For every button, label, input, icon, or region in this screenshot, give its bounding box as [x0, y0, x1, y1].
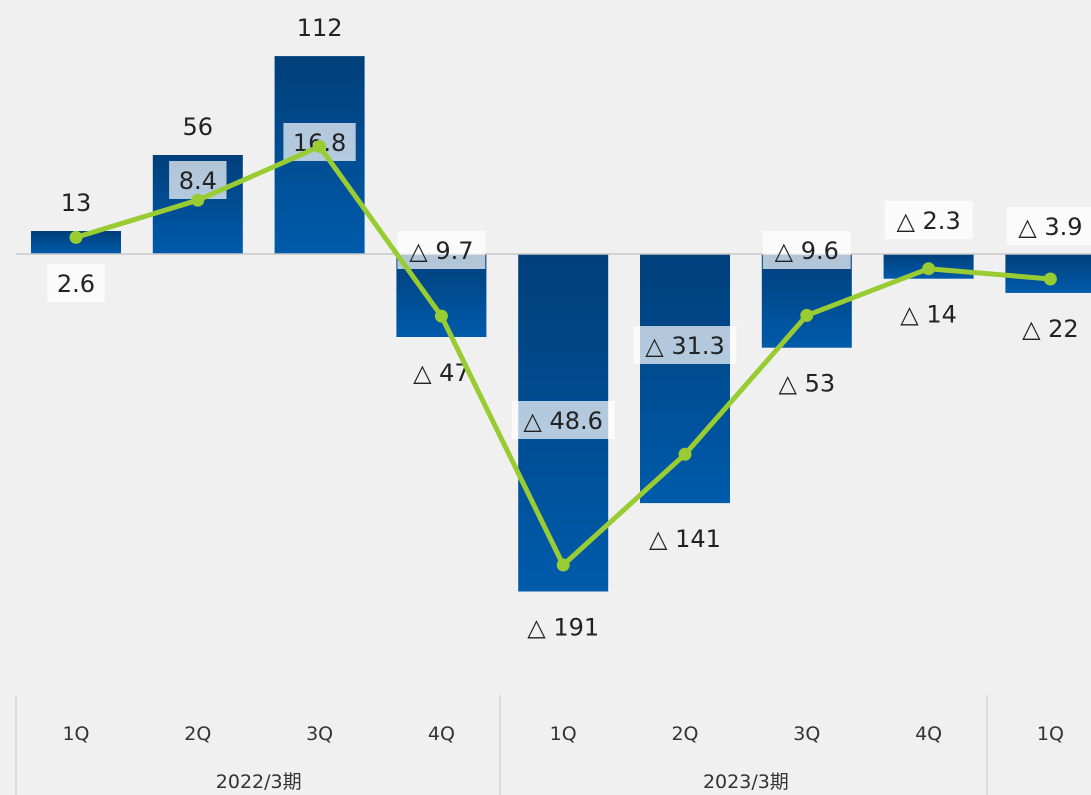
x-tick-label: 2Q [671, 723, 698, 745]
line-value-label: 2.6 [47, 264, 105, 302]
x-tick-label: 2Q [184, 723, 211, 745]
x-group-label: 2023/3期 [703, 771, 789, 793]
line-point [434, 309, 448, 323]
line-value-label-text: 8.4 [179, 167, 217, 195]
line-value-label-box [762, 231, 851, 269]
bar-value-label: △ 14 [900, 301, 957, 329]
line-value-label-box [1006, 207, 1091, 245]
line-point [922, 262, 936, 276]
line-point [69, 230, 83, 244]
line-value-label: △ 9.7 [397, 231, 486, 269]
bar-value-label: 112 [297, 14, 343, 42]
bar-value-label: △ 191 [527, 614, 599, 642]
line-point [678, 447, 692, 461]
line-series [69, 140, 1057, 572]
line-value-label-text: △ 9.7 [409, 237, 473, 265]
line-value-label: △ 2.3 [884, 201, 973, 239]
line-value-label: △ 3.9 [1006, 207, 1091, 245]
line-value-label-text: △ 31.3 [645, 332, 725, 360]
line-value-label: △ 31.3 [633, 326, 737, 364]
x-axis: 1Q 2Q 3Q 4Q 1Q 2Q 3Q 4Q 1Q 2022/3期 2023/3期 [62, 723, 1063, 793]
bar-value-label: △ 141 [649, 525, 721, 553]
line-value-label-box [633, 326, 737, 364]
bar-value-labels: 13 56 112 △ 47 △ 191 △ 141 △ 53 △ 14 △ 22 [61, 14, 1079, 641]
line-value-label-box [884, 201, 973, 239]
x-tick-label: 1Q [550, 723, 577, 745]
x-tick-label: 1Q [62, 723, 89, 745]
line-value-label: △ 48.6 [511, 401, 615, 439]
line-value-label-text: △ 2.3 [896, 207, 960, 235]
x-group-label: 2022/3期 [216, 771, 302, 793]
line-point [800, 308, 814, 322]
line-value-label-box [397, 231, 486, 269]
bar-value-label: △ 47 [413, 359, 470, 387]
bar-value-label: △ 53 [778, 370, 835, 398]
x-tick-label: 1Q [1037, 723, 1064, 745]
bar [761, 254, 852, 348]
line-value-label-text: 2.6 [57, 270, 95, 298]
bar [640, 254, 730, 504]
line-value-label-text: △ 9.6 [775, 237, 839, 265]
line-value-label: △ 9.6 [762, 231, 851, 269]
x-tick-label: 3Q [306, 723, 333, 745]
line-point [556, 558, 570, 572]
line-point [191, 193, 205, 207]
group-dividers [15, 695, 988, 795]
x-tick-label: 3Q [793, 723, 820, 745]
x-tick-label: 4Q [915, 723, 942, 745]
line-value-label-text: △ 48.6 [523, 407, 603, 435]
line-point [313, 140, 327, 153]
bar-value-label: 56 [183, 113, 214, 141]
line-value-label-text: △ 3.9 [1018, 213, 1082, 241]
line-value-label-box [47, 264, 105, 302]
x-tick-label: 4Q [428, 723, 455, 745]
line-value-label-box [511, 401, 615, 439]
bar-value-label: △ 22 [1022, 315, 1079, 343]
line-point [1043, 272, 1057, 286]
bar-value-label: 13 [61, 189, 92, 217]
